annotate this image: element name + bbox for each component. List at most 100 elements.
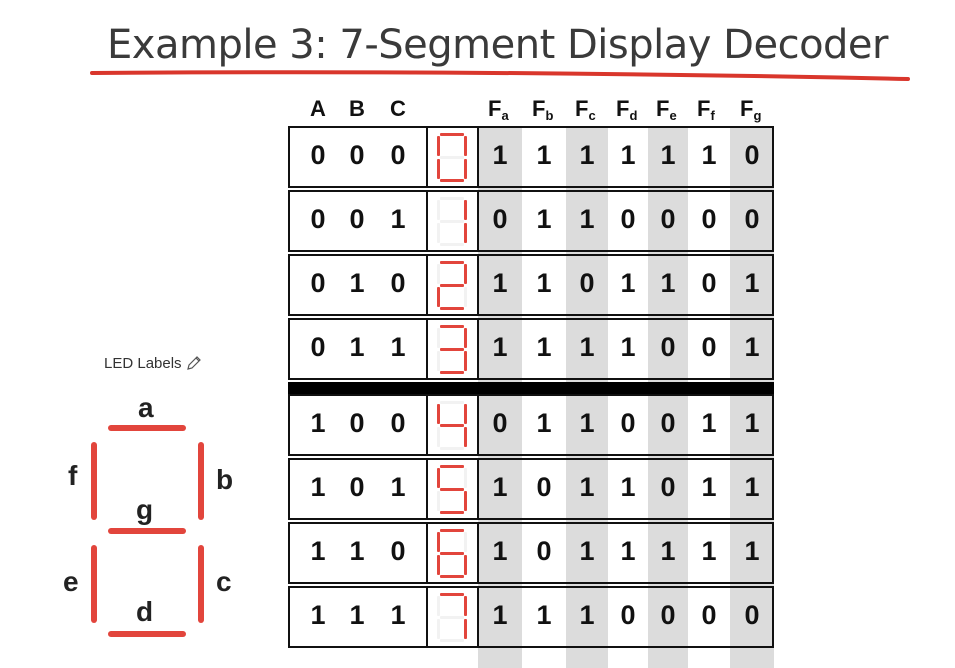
input-cell: 1 bbox=[349, 268, 365, 298]
output-cell: 1 bbox=[579, 600, 595, 630]
input-cell: 0 bbox=[310, 268, 326, 298]
header-output-g: Fg bbox=[740, 96, 761, 123]
output-cell: 0 bbox=[701, 600, 717, 630]
segment-e bbox=[91, 545, 97, 623]
header-input-c: C bbox=[390, 96, 406, 121]
output-cell: 1 bbox=[701, 140, 717, 170]
table-row bbox=[288, 394, 774, 456]
table-row bbox=[288, 458, 774, 520]
output-cell: 1 bbox=[579, 472, 595, 502]
thick-divider bbox=[288, 382, 774, 394]
header-output-b: Fb bbox=[532, 96, 553, 123]
output-cell: 0 bbox=[660, 472, 676, 502]
shaded-column bbox=[730, 126, 774, 668]
output-cell: 0 bbox=[660, 204, 676, 234]
title-underline bbox=[90, 70, 910, 81]
table-row bbox=[288, 522, 774, 584]
table-row bbox=[288, 318, 774, 380]
output-cell: 0 bbox=[744, 600, 760, 630]
input-cell: 1 bbox=[349, 600, 365, 630]
output-cell: 1 bbox=[744, 536, 760, 566]
output-cell: 0 bbox=[744, 140, 760, 170]
output-cell: 1 bbox=[660, 536, 676, 566]
label-f: f bbox=[68, 460, 78, 491]
output-cell: 0 bbox=[744, 204, 760, 234]
shaded-column bbox=[478, 126, 522, 668]
output-cell: 1 bbox=[579, 408, 595, 438]
column-divider bbox=[477, 458, 479, 520]
output-cell: 1 bbox=[620, 472, 636, 502]
output-cell: 1 bbox=[492, 332, 508, 362]
label-e: e bbox=[63, 566, 79, 597]
label-a: a bbox=[138, 392, 154, 423]
header-output-base: F bbox=[532, 96, 546, 121]
output-cell: 0 bbox=[701, 332, 717, 362]
column-divider bbox=[477, 586, 479, 648]
input-cell: 1 bbox=[310, 408, 326, 438]
header-output-sub: d bbox=[629, 108, 638, 123]
column-divider bbox=[477, 522, 479, 584]
column-divider bbox=[477, 190, 479, 252]
seven-segment-digit-icon bbox=[437, 465, 467, 514]
output-cell: 0 bbox=[536, 472, 552, 502]
output-cell: 0 bbox=[536, 536, 552, 566]
header-output-base: F bbox=[697, 96, 711, 121]
input-cell: 0 bbox=[349, 472, 365, 502]
seven-segment-digit-icon bbox=[437, 325, 467, 374]
output-cell: 0 bbox=[660, 600, 676, 630]
output-cell: 1 bbox=[492, 140, 508, 170]
column-divider bbox=[426, 254, 428, 316]
segment-b bbox=[198, 442, 204, 520]
table-row bbox=[288, 254, 774, 316]
header-output-base: F bbox=[616, 96, 630, 121]
column-divider bbox=[477, 254, 479, 316]
output-cell: 1 bbox=[744, 268, 760, 298]
output-cell: 0 bbox=[660, 408, 676, 438]
output-cell: 1 bbox=[492, 536, 508, 566]
column-divider bbox=[426, 522, 428, 584]
input-cell: 0 bbox=[310, 332, 326, 362]
input-cell: 1 bbox=[349, 536, 365, 566]
output-cell: 1 bbox=[536, 140, 552, 170]
output-cell: 1 bbox=[492, 268, 508, 298]
page-title: Example 3: 7-Segment Display Decoder bbox=[107, 22, 888, 68]
seven-segment-digit-icon bbox=[437, 401, 467, 450]
shaded-column bbox=[648, 126, 688, 668]
header-output-sub: b bbox=[545, 108, 554, 123]
input-cell: 1 bbox=[390, 332, 406, 362]
output-cell: 1 bbox=[579, 536, 595, 566]
output-cell: 1 bbox=[620, 536, 636, 566]
output-cell: 1 bbox=[492, 600, 508, 630]
header-output-d: Fd bbox=[616, 96, 637, 123]
header-output-sub: f bbox=[710, 108, 715, 123]
header-output-sub: a bbox=[501, 108, 509, 123]
input-cell: 0 bbox=[310, 140, 326, 170]
input-cell: 0 bbox=[390, 140, 406, 170]
input-cell: 1 bbox=[310, 600, 326, 630]
segment-d bbox=[108, 631, 186, 637]
output-cell: 1 bbox=[660, 268, 676, 298]
output-cell: 0 bbox=[701, 268, 717, 298]
segment-c bbox=[198, 545, 204, 623]
input-cell: 0 bbox=[390, 408, 406, 438]
input-cell: 0 bbox=[349, 204, 365, 234]
label-d: d bbox=[136, 596, 154, 627]
seven-segment-digit-icon bbox=[437, 261, 467, 310]
input-cell: 1 bbox=[390, 600, 406, 630]
output-cell: 1 bbox=[579, 332, 595, 362]
shaded-column bbox=[566, 126, 608, 668]
label-c: c bbox=[216, 566, 232, 597]
header-output-f: Ff bbox=[697, 96, 715, 123]
output-cell: 0 bbox=[492, 204, 508, 234]
table-row bbox=[288, 126, 774, 188]
header-output-base: F bbox=[488, 96, 502, 121]
column-divider bbox=[477, 394, 479, 456]
output-cell: 1 bbox=[620, 140, 636, 170]
header-output-sub: g bbox=[753, 108, 762, 123]
output-cell: 1 bbox=[579, 140, 595, 170]
output-cell: 1 bbox=[701, 536, 717, 566]
output-cell: 1 bbox=[744, 332, 760, 362]
output-cell: 1 bbox=[579, 204, 595, 234]
column-divider bbox=[426, 586, 428, 648]
output-cell: 1 bbox=[536, 204, 552, 234]
